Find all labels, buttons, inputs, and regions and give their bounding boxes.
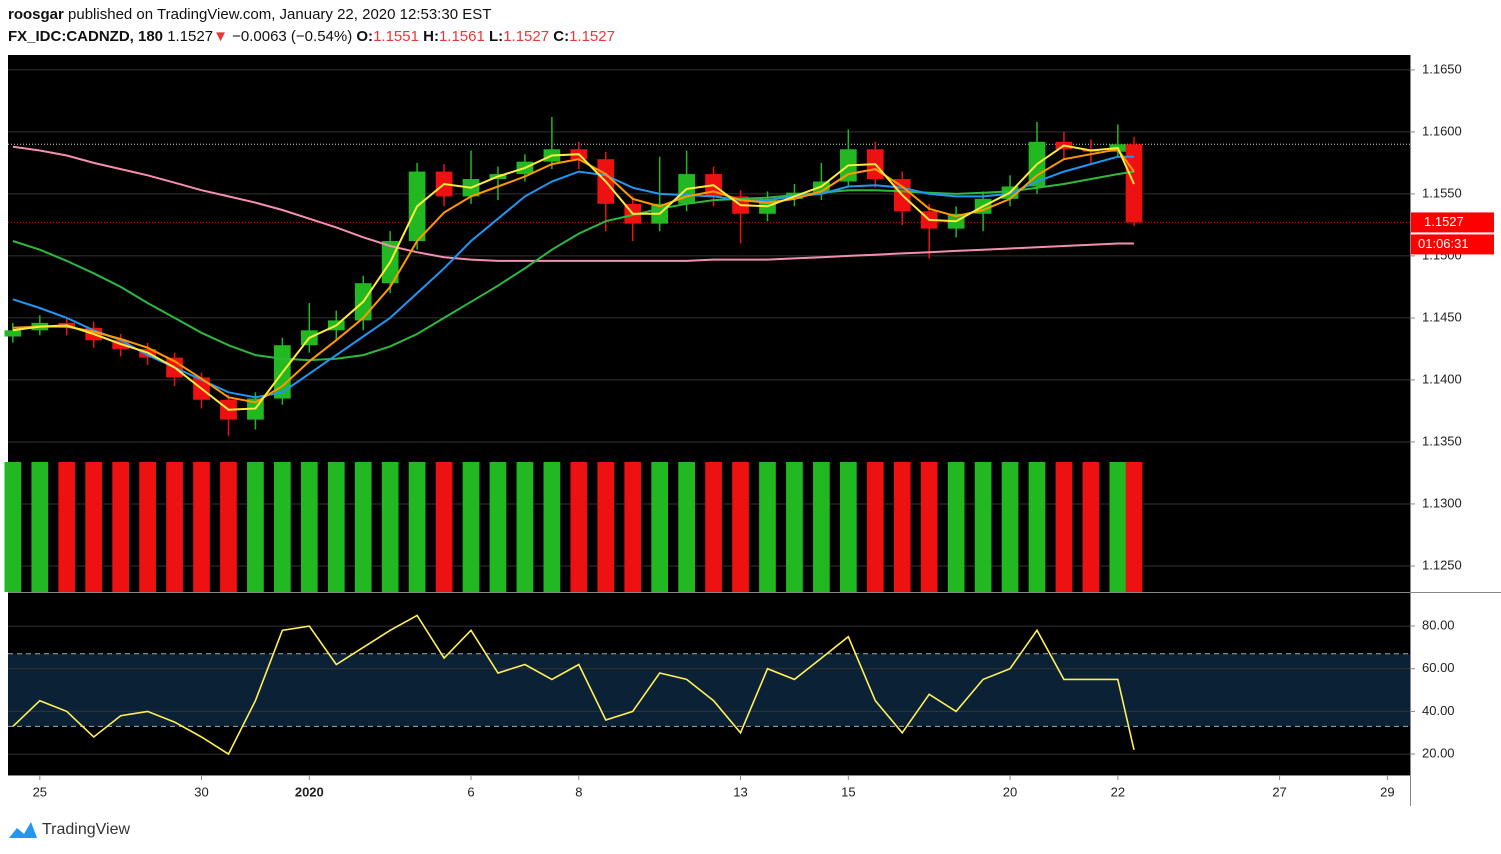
y-tick-label: 1.1550: [1422, 185, 1462, 200]
x-tick-label: 8: [575, 784, 582, 799]
x-tick-label: 20: [1003, 784, 1017, 799]
last-price-label: 1.1527: [1424, 214, 1464, 229]
histogram-bar: [543, 462, 561, 592]
low: 1.1527: [503, 28, 550, 45]
histogram-bar: [327, 462, 345, 592]
histogram-bar: [1125, 462, 1143, 592]
histogram-bar: [1055, 462, 1073, 592]
published: published on TradingView.com, January 22…: [68, 6, 492, 23]
price: 1.1527: [167, 28, 214, 45]
histogram-bar: [947, 462, 965, 592]
x-tick-label: 6: [467, 784, 474, 799]
y-tick-label: 40.00: [1422, 703, 1455, 718]
histogram-bar: [893, 462, 911, 592]
y-tick-label: 1.1350: [1422, 433, 1462, 448]
histogram-bar: [839, 462, 857, 592]
histogram-bar: [597, 462, 615, 592]
y-tick-label: 1.1250: [1422, 557, 1462, 572]
histogram-bar: [489, 462, 507, 592]
histogram-bar: [166, 462, 183, 592]
y-tick-label: 1.1300: [1422, 495, 1462, 510]
y-tick-label: 1.1450: [1422, 309, 1462, 324]
histogram-bar: [274, 462, 291, 592]
moving-average: [12, 148, 1135, 404]
histogram-bar: [516, 462, 534, 592]
symbol: FX_IDC:CADNZD, 180: [8, 28, 164, 45]
histogram-bar: [381, 462, 399, 592]
histogram-bar: [462, 462, 480, 592]
histogram-bar: [705, 462, 722, 592]
rsi-line: [12, 614, 1135, 756]
moving-average: [12, 170, 1135, 362]
histogram-bar: [85, 462, 103, 592]
quote-line: FX_IDC:CADNZD, 180 1.1527▼ −0.0063 (−0.5…: [8, 28, 615, 45]
x-tick-label: 13: [733, 784, 747, 799]
histogram-bar: [220, 462, 237, 592]
logo: [9, 822, 37, 838]
moving-average: [12, 144, 1135, 411]
high: 1.1561: [438, 28, 485, 45]
histogram-bar: [31, 462, 49, 592]
high-label: H:: [423, 28, 439, 45]
histogram-bar: [247, 462, 264, 592]
histogram-bar: [570, 462, 588, 592]
close: 1.1527: [569, 28, 615, 45]
candle-body: [4, 330, 22, 337]
y-tick-label: 1.1600: [1422, 123, 1462, 138]
rsi-band: [8, 653, 1410, 727]
countdown-label: 01:06:31: [1418, 236, 1469, 251]
histogram-bar: [974, 462, 992, 592]
x-tick-label: 22: [1111, 784, 1125, 799]
histogram-bar: [58, 462, 76, 592]
close-label: C:: [553, 28, 570, 45]
histogram-bar: [1028, 462, 1046, 592]
histogram-bar: [1109, 462, 1127, 592]
histogram-bar: [678, 462, 695, 592]
histogram-bar: [732, 462, 749, 592]
x-tick-label: 2020: [295, 784, 324, 799]
y-tick-label: 1.1400: [1422, 371, 1462, 386]
open: 1.1551: [373, 28, 419, 45]
author: roosgar: [8, 6, 64, 23]
histogram-bar: [300, 462, 318, 592]
low-label: L:: [489, 28, 504, 45]
change: −0.0063 (−0.54%): [232, 28, 353, 45]
histogram-bar: [624, 462, 642, 592]
histogram-bar: [1082, 462, 1100, 592]
histogram-bar: [1001, 462, 1019, 592]
x-tick-label: 30: [194, 784, 208, 799]
y-tick-label: 60.00: [1422, 660, 1455, 675]
x-tick-label: 27: [1272, 784, 1286, 799]
histogram-bar: [408, 462, 426, 592]
x-tick-label: 25: [33, 784, 47, 799]
publish-line: roosgar published on TradingView.com, Ja…: [8, 6, 491, 23]
histogram-bar: [354, 462, 372, 592]
y-tick-label: 1.1650: [1422, 61, 1462, 76]
histogram-bar: [435, 462, 453, 592]
histogram-bar: [651, 462, 669, 592]
arrow: ▼: [213, 28, 228, 45]
moving-average: [12, 145, 1134, 262]
x-tick-label: 15: [841, 784, 855, 799]
histogram-bar: [112, 462, 130, 592]
histogram-bar: [920, 462, 938, 592]
y-tick-label: 20.00: [1422, 746, 1455, 761]
histogram-bar: [193, 462, 210, 592]
countdown-box: [1411, 234, 1494, 255]
histogram-bar: [139, 462, 156, 592]
open-label: O:: [356, 28, 374, 45]
histogram-bar: [813, 462, 830, 592]
x-tick-label: 29: [1380, 784, 1394, 799]
histogram-bar: [786, 462, 803, 592]
histogram-bar: [4, 462, 22, 592]
histogram-bar: [866, 462, 884, 592]
last-price-box: [1411, 212, 1494, 233]
brand: TradingView: [42, 821, 130, 838]
histogram-bar: [759, 462, 776, 592]
y-tick-label: 80.00: [1422, 618, 1455, 633]
